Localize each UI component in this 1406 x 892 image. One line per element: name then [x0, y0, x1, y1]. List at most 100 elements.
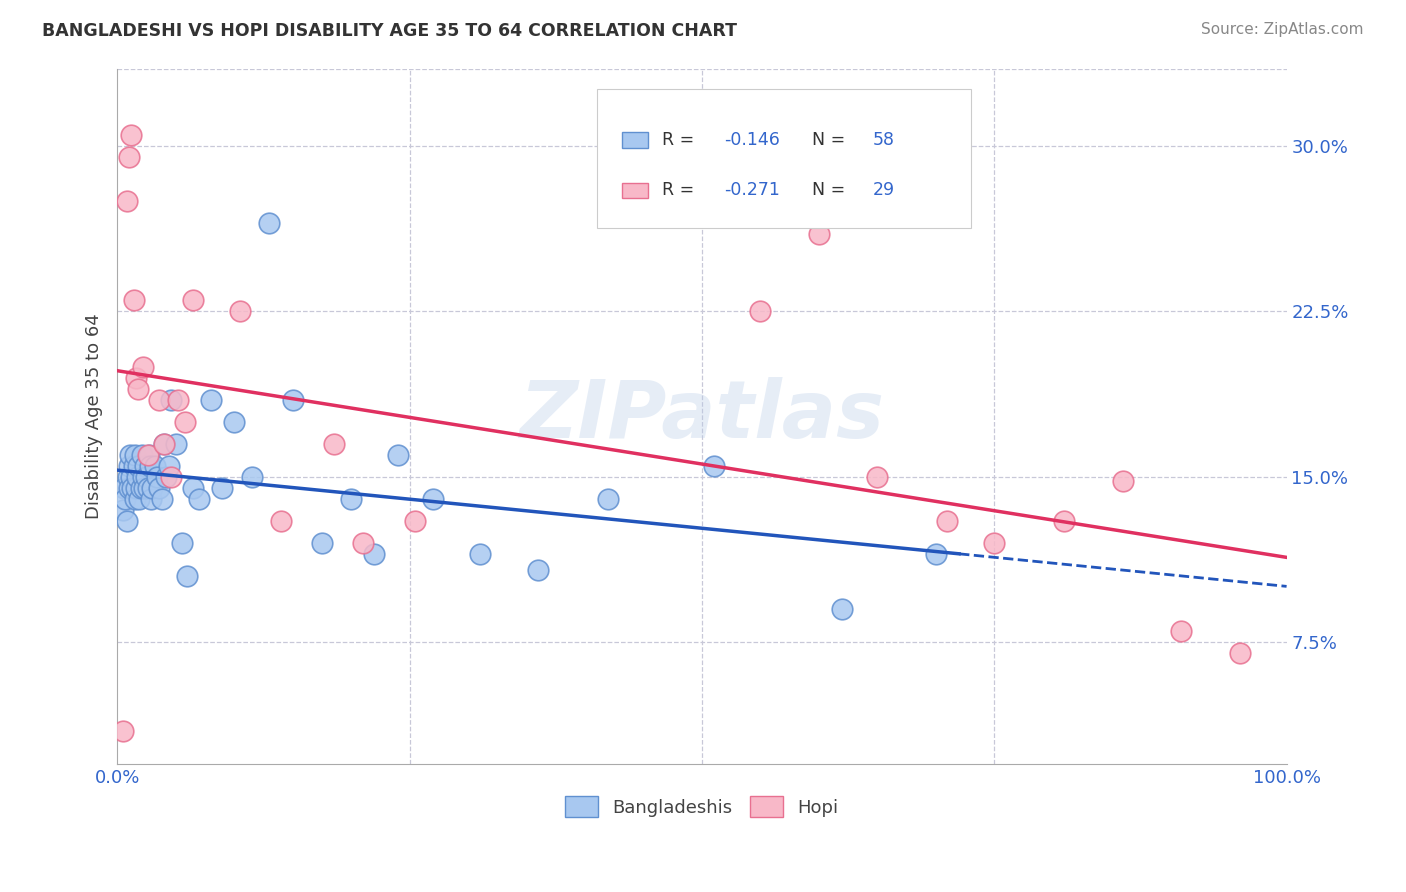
Point: [224, 415, 246, 429]
Point: [703, 458, 725, 473]
Point: [118, 150, 141, 164]
Text: ZIPatlas: ZIPatlas: [519, 377, 884, 455]
Text: R =: R =: [662, 131, 700, 149]
Point: [136, 448, 159, 462]
Point: [363, 547, 385, 561]
Point: [112, 723, 135, 738]
Point: [1112, 475, 1135, 489]
Y-axis label: Disability Age 35 to 64: Disability Age 35 to 64: [86, 313, 103, 519]
Point: [129, 481, 152, 495]
Point: [322, 436, 344, 450]
Point: [160, 392, 183, 407]
Point: [127, 458, 149, 473]
Point: [112, 503, 135, 517]
Point: [340, 491, 363, 506]
Point: [117, 470, 139, 484]
Point: [124, 491, 146, 506]
Point: [387, 448, 409, 462]
Point: [200, 392, 222, 407]
Point: [148, 392, 170, 407]
Point: [125, 481, 148, 495]
Point: [257, 216, 280, 230]
Point: [174, 415, 197, 429]
Point: [1170, 624, 1192, 639]
Text: Source: ZipAtlas.com: Source: ZipAtlas.com: [1201, 22, 1364, 37]
Point: [118, 458, 141, 473]
FancyBboxPatch shape: [623, 133, 648, 148]
Point: [270, 514, 292, 528]
Point: [1229, 647, 1251, 661]
Point: [134, 458, 156, 473]
Text: -0.271: -0.271: [724, 181, 780, 199]
Point: [170, 536, 193, 550]
Point: [527, 563, 550, 577]
Point: [139, 491, 162, 506]
Text: 58: 58: [873, 131, 894, 149]
Point: [132, 470, 155, 484]
Point: [122, 458, 145, 473]
Point: [118, 481, 141, 495]
Point: [807, 227, 830, 241]
Point: [422, 491, 444, 506]
Point: [128, 491, 150, 506]
Point: [120, 470, 142, 484]
Point: [404, 514, 426, 528]
Point: [143, 458, 166, 473]
Text: R =: R =: [662, 181, 700, 199]
Point: [167, 392, 190, 407]
Point: [160, 470, 183, 484]
Point: [925, 547, 948, 561]
Point: [132, 481, 155, 495]
Point: [131, 448, 153, 462]
Point: [148, 481, 170, 495]
Point: [936, 514, 959, 528]
Point: [352, 536, 374, 550]
FancyBboxPatch shape: [596, 89, 972, 228]
Point: [281, 392, 304, 407]
Point: [112, 481, 135, 495]
Point: [132, 359, 155, 374]
Point: [165, 436, 187, 450]
Text: N =: N =: [811, 181, 851, 199]
Point: [141, 481, 163, 495]
Point: [150, 491, 173, 506]
Point: [831, 602, 853, 616]
Point: [153, 436, 176, 450]
Point: [176, 569, 198, 583]
Point: [311, 536, 333, 550]
Point: [127, 382, 149, 396]
Point: [155, 470, 177, 484]
Point: [118, 448, 141, 462]
Point: [122, 293, 145, 308]
Point: [598, 491, 620, 506]
Point: [139, 458, 162, 473]
Point: [146, 470, 169, 484]
Point: [124, 448, 146, 462]
Point: [181, 293, 204, 308]
Point: [240, 470, 263, 484]
Point: [468, 547, 491, 561]
Text: -0.146: -0.146: [724, 131, 780, 149]
Point: [866, 470, 889, 484]
Point: [135, 470, 157, 484]
Point: [114, 491, 136, 506]
Point: [157, 458, 180, 473]
Point: [153, 436, 176, 450]
Legend: Bangladeshis, Hopi: Bangladeshis, Hopi: [558, 789, 845, 824]
Point: [181, 481, 204, 495]
Text: 29: 29: [873, 181, 894, 199]
Point: [121, 481, 143, 495]
Point: [749, 304, 772, 318]
Point: [138, 448, 160, 462]
Point: [125, 470, 148, 484]
Point: [115, 194, 138, 208]
Text: BANGLADESHI VS HOPI DISABILITY AGE 35 TO 64 CORRELATION CHART: BANGLADESHI VS HOPI DISABILITY AGE 35 TO…: [42, 22, 737, 40]
Point: [229, 304, 252, 318]
Point: [983, 536, 1005, 550]
Point: [1053, 514, 1076, 528]
Point: [136, 481, 159, 495]
Point: [125, 370, 148, 384]
Point: [115, 514, 138, 528]
FancyBboxPatch shape: [623, 183, 648, 198]
Point: [188, 491, 211, 506]
